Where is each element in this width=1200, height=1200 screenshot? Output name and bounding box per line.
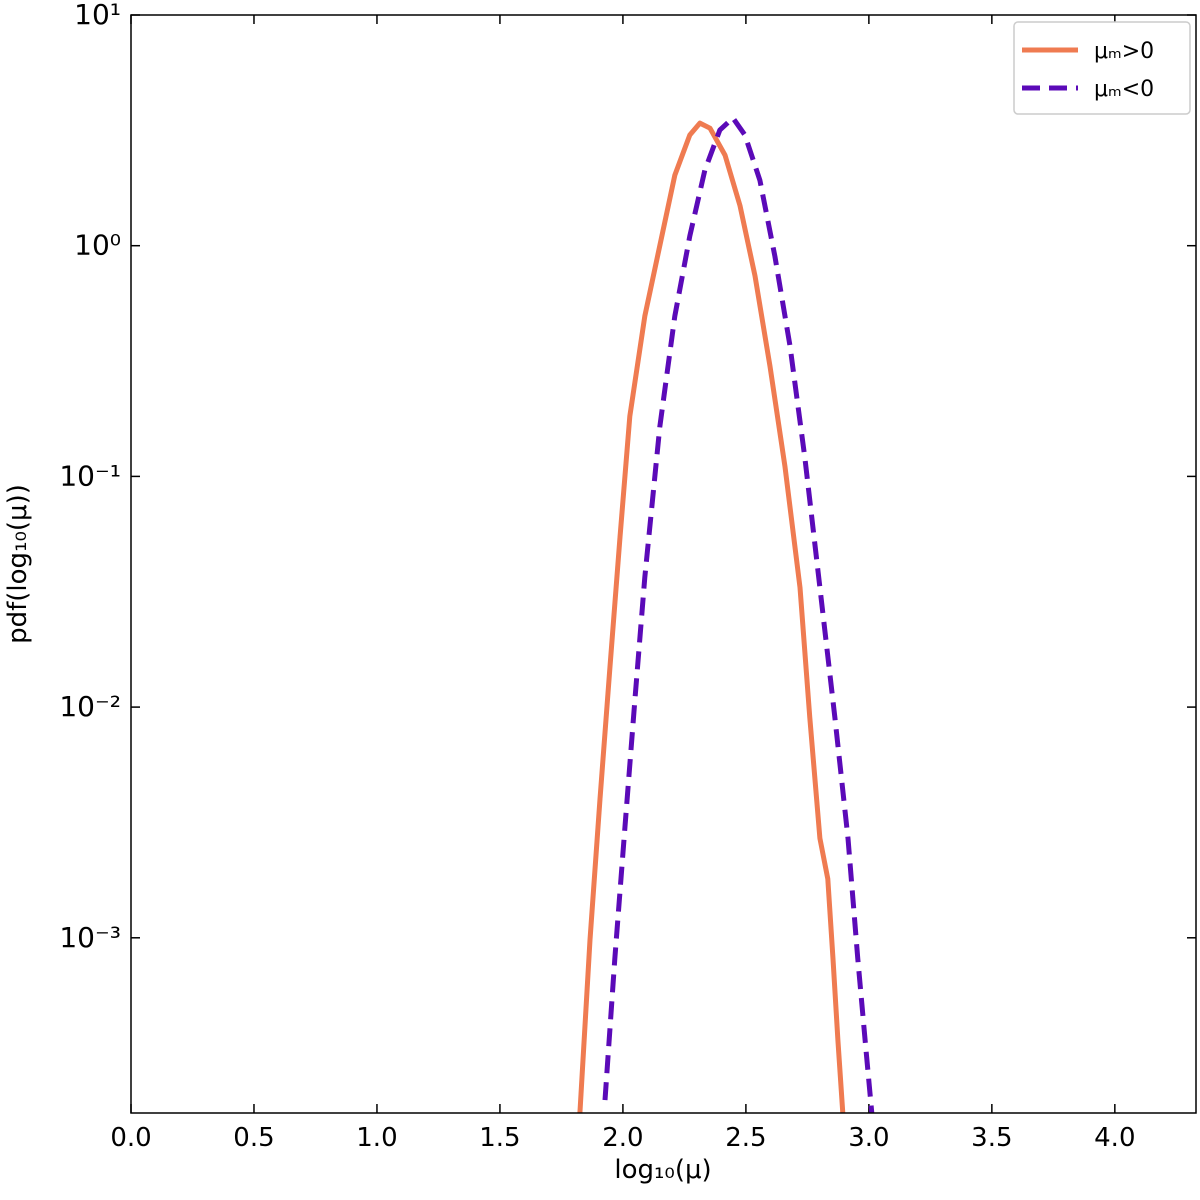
legend-label: μₘ>0: [1094, 39, 1154, 64]
plot-frame: [130, 14, 1197, 1114]
x-tick-label: 0.0: [110, 1123, 151, 1153]
x-tick-label: 2.0: [602, 1123, 643, 1153]
legend-box: [1013, 21, 1191, 115]
legend-label: μₘ<0: [1094, 77, 1154, 102]
y-tick-label: 10⁻¹: [59, 459, 121, 492]
y-tick-label: 10⁰: [74, 229, 121, 262]
x-tick-label: 1.0: [356, 1123, 397, 1153]
x-axis-label: log₁₀(μ): [614, 1155, 711, 1185]
x-tick-label: 0.5: [233, 1123, 274, 1153]
x-tick-label: 2.5: [725, 1123, 766, 1153]
y-tick-label: 10⁻³: [59, 921, 121, 954]
x-tick-label: 4.0: [1094, 1123, 1135, 1153]
y-axis-label: pdf(log₁₀(μ)): [3, 484, 33, 644]
series-line: [602, 115, 875, 1113]
plot-area: [577, 115, 875, 1113]
series-line: [577, 120, 846, 1113]
y-tick-label: 10¹: [74, 0, 121, 31]
x-tick-label: 3.0: [848, 1123, 889, 1153]
x-tick-label: 1.5: [479, 1123, 520, 1153]
y-tick-label: 10⁻²: [59, 690, 121, 723]
x-tick-label: 3.5: [971, 1123, 1012, 1153]
